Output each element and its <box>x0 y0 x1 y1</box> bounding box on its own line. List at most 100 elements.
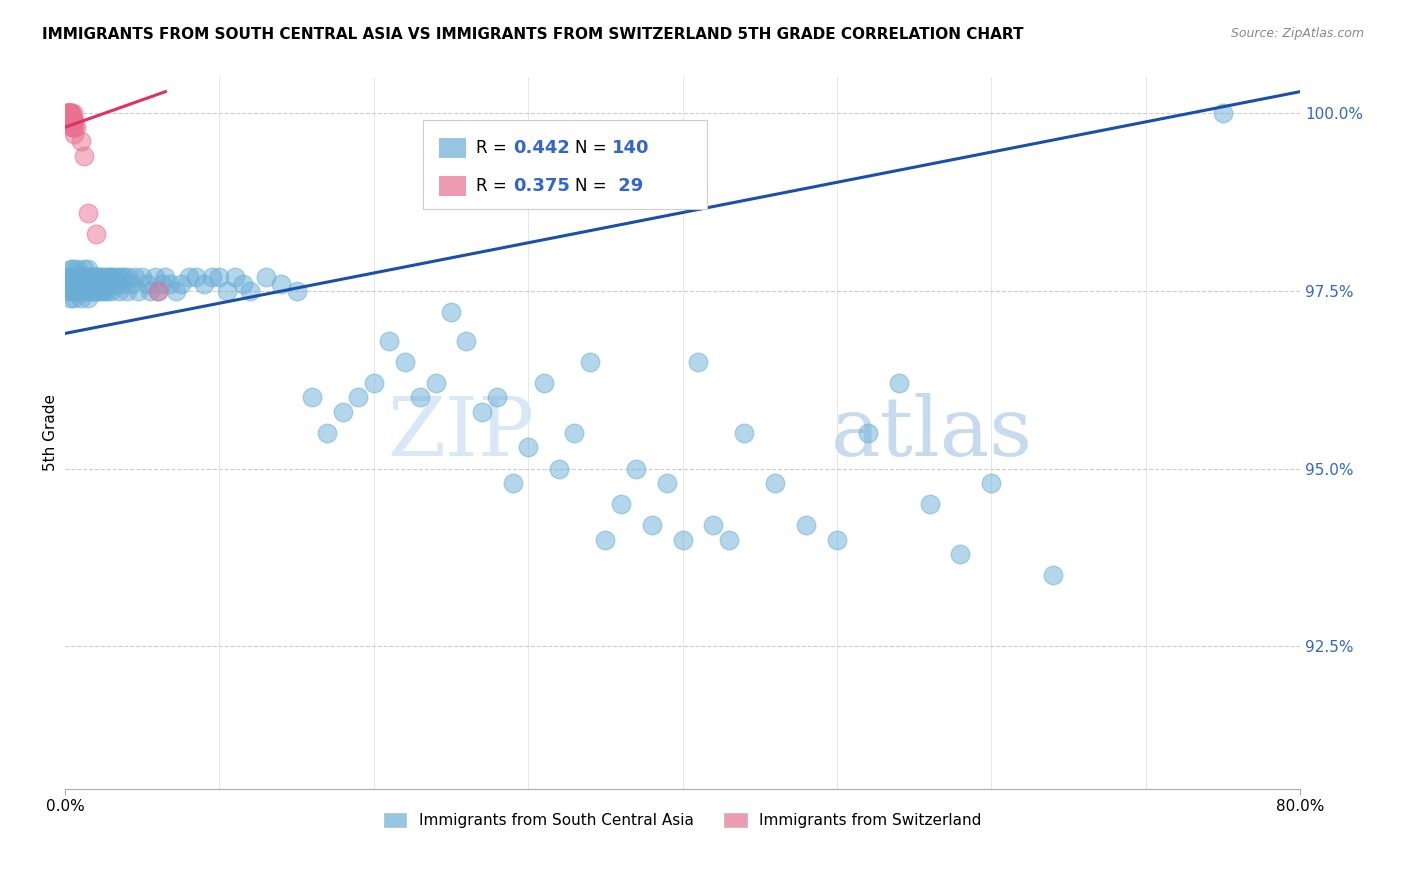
Point <box>112 269 135 284</box>
Point <box>59 113 82 128</box>
Text: ZIP: ZIP <box>387 393 534 473</box>
Point <box>100 269 122 284</box>
Point <box>63 277 86 291</box>
Point <box>70 284 93 298</box>
Point <box>143 269 166 284</box>
Point <box>65 277 87 291</box>
Point <box>533 376 555 391</box>
Point <box>62 262 84 277</box>
Point <box>69 291 91 305</box>
Point <box>170 277 193 291</box>
Point <box>285 284 308 298</box>
Point <box>66 277 89 291</box>
Point <box>564 425 586 440</box>
Point <box>887 376 910 391</box>
Point <box>610 497 633 511</box>
Text: 29: 29 <box>612 177 644 195</box>
Point <box>60 262 83 277</box>
Point <box>96 284 118 298</box>
Point <box>100 284 122 298</box>
Point <box>80 284 103 298</box>
Point <box>155 269 177 284</box>
Point <box>65 284 87 298</box>
Point <box>146 284 169 298</box>
Point <box>62 277 84 291</box>
Point <box>108 284 131 298</box>
Point <box>60 284 83 298</box>
Point <box>90 284 112 298</box>
Point <box>59 106 82 120</box>
Point <box>980 475 1002 490</box>
Point <box>56 269 79 284</box>
Text: Source: ZipAtlas.com: Source: ZipAtlas.com <box>1230 27 1364 40</box>
Text: 140: 140 <box>612 139 650 157</box>
Point <box>93 269 115 284</box>
Point <box>103 269 125 284</box>
Point <box>86 269 108 284</box>
Point <box>94 277 117 291</box>
Point <box>239 284 262 298</box>
Text: R =: R = <box>477 177 512 195</box>
Text: R =: R = <box>477 139 512 157</box>
Point <box>120 277 142 291</box>
Point <box>55 106 77 120</box>
Point <box>62 113 84 128</box>
Point <box>79 269 101 284</box>
Point <box>825 533 848 547</box>
Point <box>56 106 79 120</box>
Point <box>1212 106 1234 120</box>
Point <box>378 334 401 348</box>
Point <box>110 269 132 284</box>
Point <box>655 475 678 490</box>
Point <box>502 475 524 490</box>
Point <box>56 106 79 120</box>
Point <box>59 106 82 120</box>
Point <box>76 269 98 284</box>
Point <box>59 106 82 120</box>
Point <box>63 291 86 305</box>
Point <box>301 391 323 405</box>
Point <box>75 269 97 284</box>
Point <box>117 269 139 284</box>
Point <box>201 269 224 284</box>
Point <box>82 269 104 284</box>
Point <box>86 284 108 298</box>
Point <box>56 113 79 128</box>
Text: IMMIGRANTS FROM SOUTH CENTRAL ASIA VS IMMIGRANTS FROM SWITZERLAND 5TH GRADE CORR: IMMIGRANTS FROM SOUTH CENTRAL ASIA VS IM… <box>42 27 1024 42</box>
Point <box>409 391 432 405</box>
Point <box>150 277 173 291</box>
Point <box>77 262 100 277</box>
Point <box>87 284 110 298</box>
Point <box>67 277 90 291</box>
Point <box>60 277 83 291</box>
Point <box>77 205 100 219</box>
Point <box>66 262 89 277</box>
Point <box>56 284 79 298</box>
Point <box>127 284 149 298</box>
Point <box>733 425 755 440</box>
Point <box>105 277 128 291</box>
Point <box>82 284 104 298</box>
Point <box>59 113 82 128</box>
Point <box>65 269 87 284</box>
Point <box>794 518 817 533</box>
Point <box>425 376 447 391</box>
Point <box>254 269 277 284</box>
Point <box>69 277 91 291</box>
Point <box>193 277 215 291</box>
Point <box>316 425 339 440</box>
Point <box>62 284 84 298</box>
Point <box>686 355 709 369</box>
Point <box>640 518 662 533</box>
Point <box>55 277 77 291</box>
Point <box>139 284 162 298</box>
Point <box>84 284 107 298</box>
Point <box>79 284 101 298</box>
Point <box>107 269 129 284</box>
Point <box>63 120 86 135</box>
Point <box>56 106 79 120</box>
Point <box>702 518 724 533</box>
Point <box>186 269 208 284</box>
Point <box>217 284 239 298</box>
Point <box>60 106 83 120</box>
